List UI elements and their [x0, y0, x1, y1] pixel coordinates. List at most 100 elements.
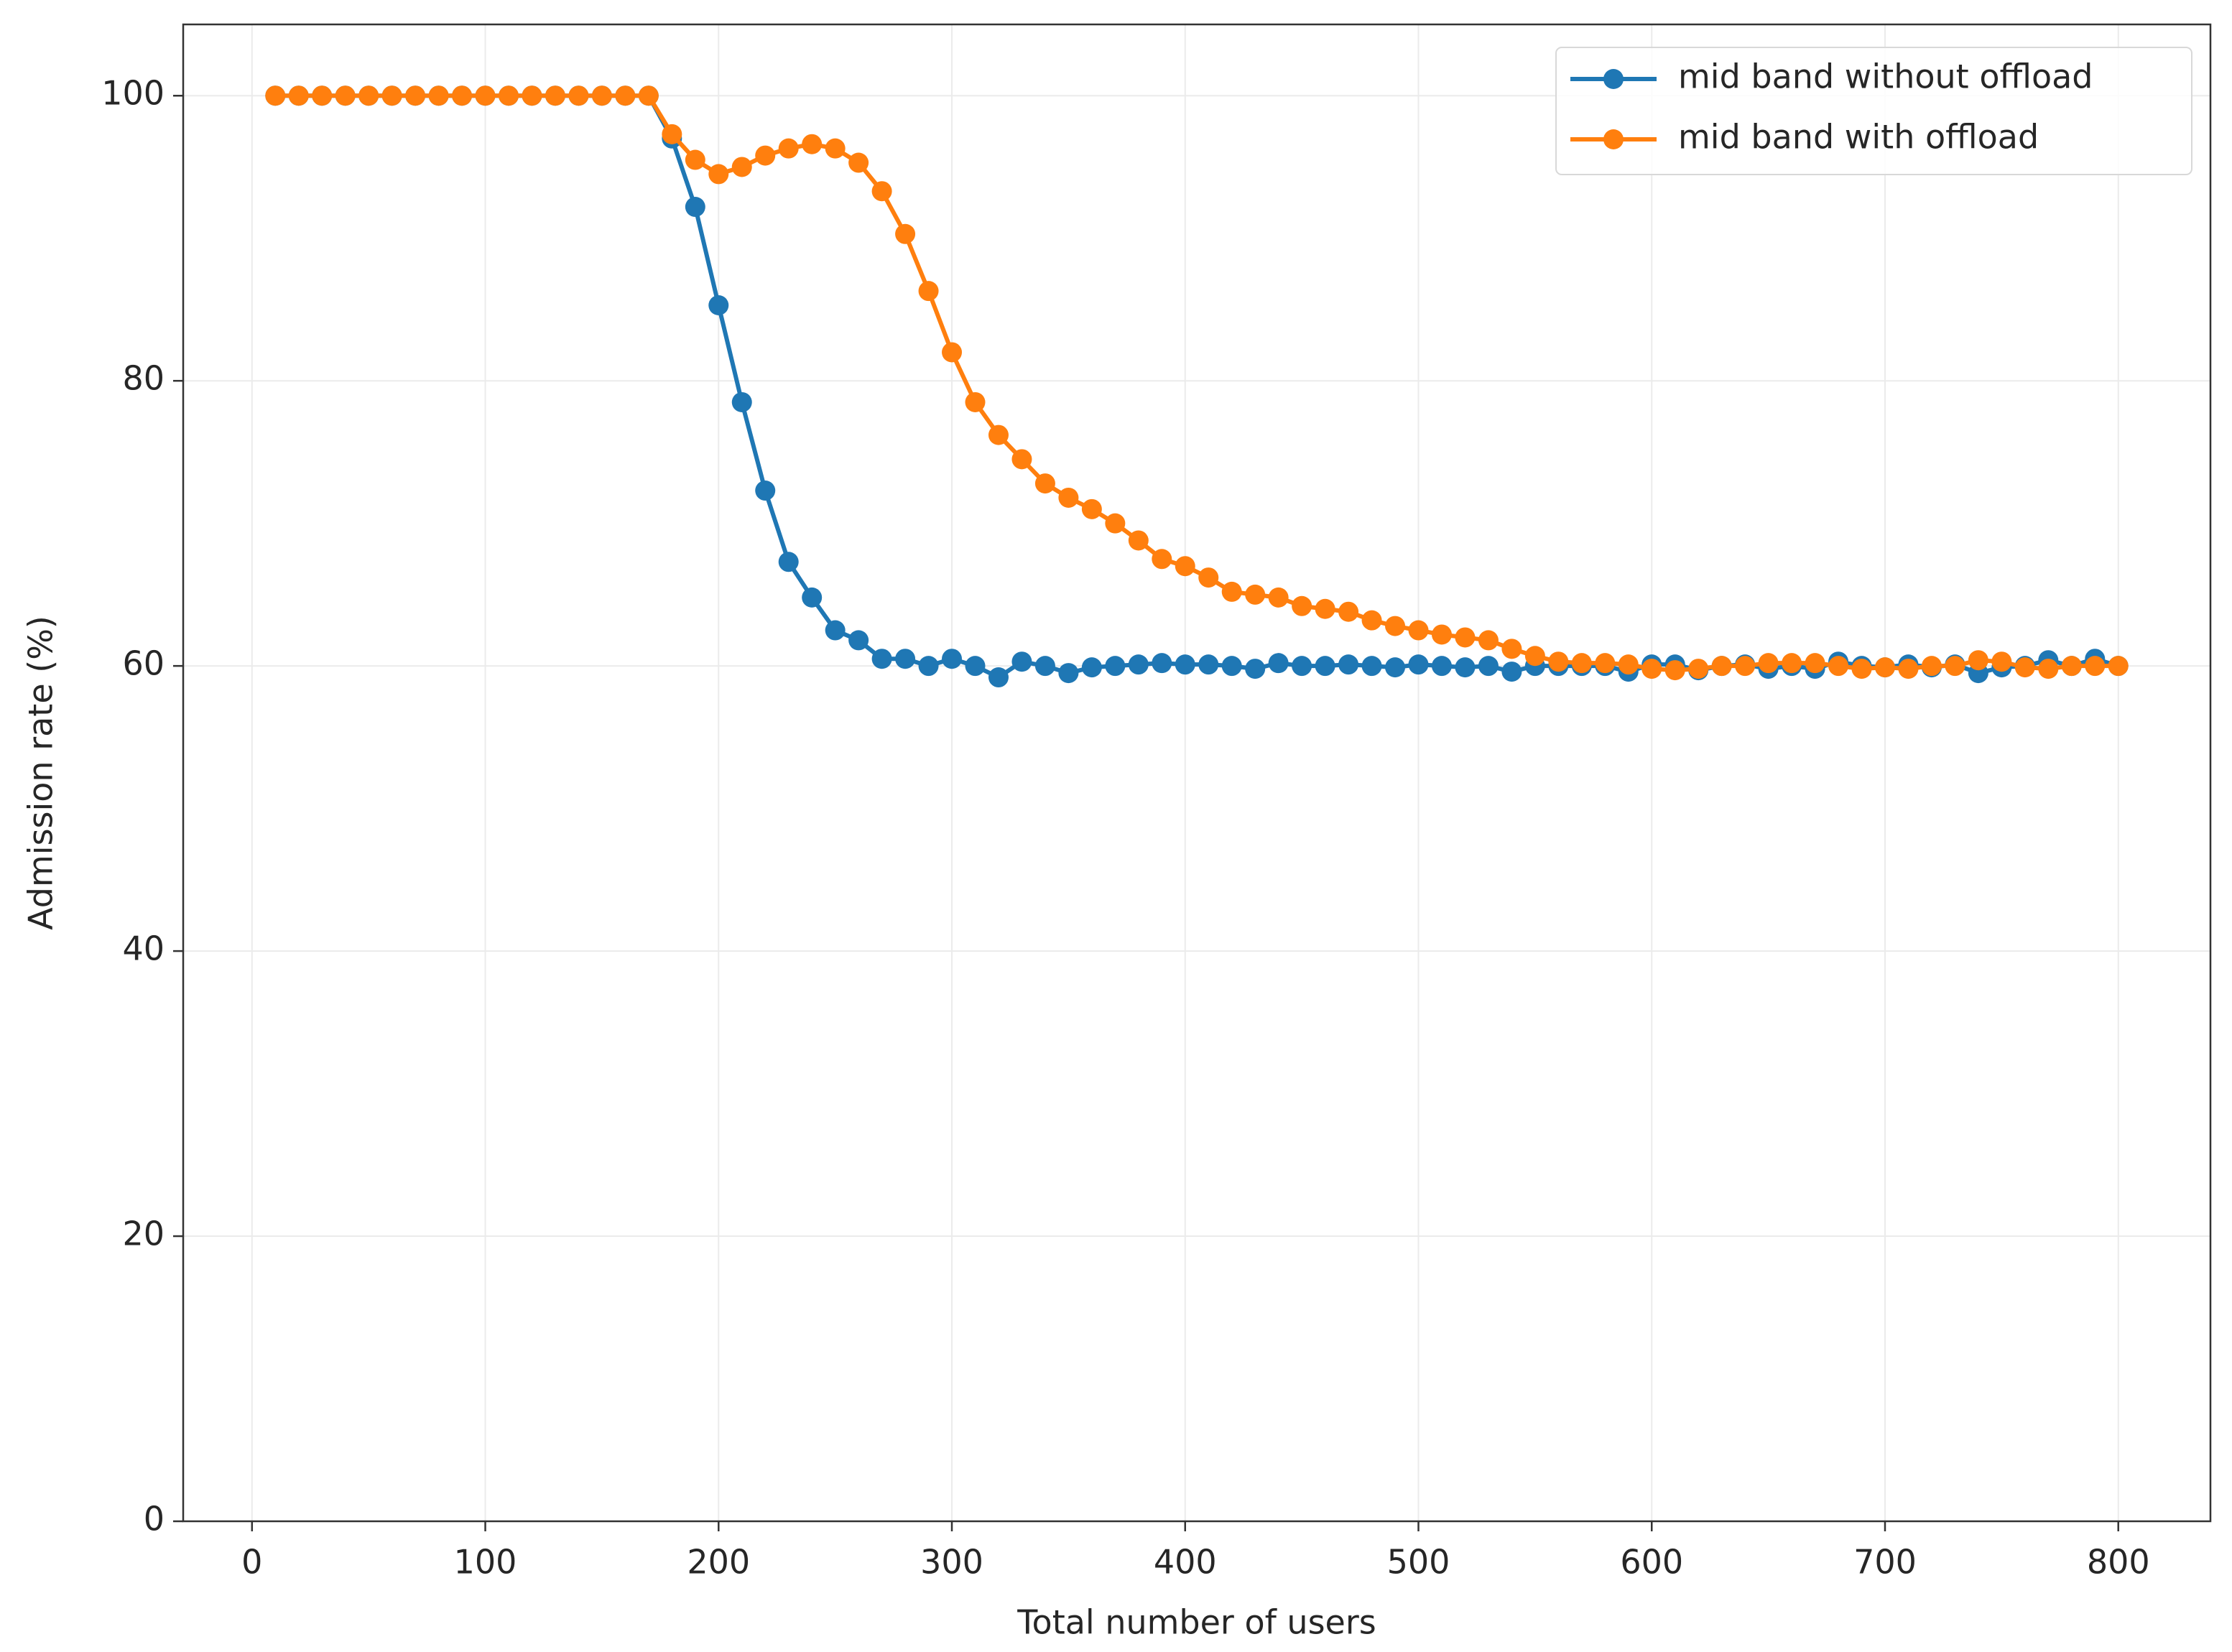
data-point — [568, 85, 589, 106]
data-point — [1851, 659, 1872, 679]
data-point — [895, 223, 916, 244]
data-point — [2085, 656, 2106, 677]
x-tick-label: 500 — [1387, 1543, 1450, 1582]
data-point — [988, 424, 1009, 445]
legend-label: mid band with offload — [1678, 118, 2039, 157]
plot-frame — [182, 23, 2212, 1523]
data-point — [1292, 595, 1312, 616]
data-point — [638, 85, 659, 106]
data-point — [1034, 656, 1055, 677]
y-tick-label: 20 — [122, 1215, 165, 1253]
data-point — [1292, 656, 1312, 677]
data-point — [871, 649, 892, 669]
data-point — [1152, 653, 1172, 674]
data-point — [848, 152, 869, 173]
x-tick-label: 300 — [920, 1543, 983, 1582]
data-point — [1361, 610, 1382, 631]
data-point — [288, 85, 309, 106]
data-point — [755, 145, 776, 166]
data-point — [1595, 653, 1616, 674]
data-point — [1338, 654, 1359, 675]
data-point — [1455, 657, 1476, 678]
data-point — [1501, 639, 1522, 659]
data-point — [1782, 653, 1802, 674]
data-point — [1152, 549, 1172, 570]
data-point — [1315, 598, 1335, 619]
data-point — [1524, 646, 1545, 667]
x-tick-label: 100 — [454, 1543, 517, 1582]
legend-box — [1555, 47, 2192, 175]
data-point — [1268, 587, 1289, 608]
data-point — [1408, 620, 1429, 641]
data-point — [1501, 662, 1522, 682]
data-point — [1245, 584, 1266, 605]
data-point — [1874, 657, 1895, 678]
data-point — [662, 124, 682, 144]
data-point — [1408, 654, 1429, 675]
data-point — [1081, 498, 1102, 519]
data-point — [708, 294, 729, 315]
data-point — [918, 656, 939, 677]
data-point — [1758, 653, 1779, 674]
data-point — [475, 85, 496, 106]
data-point — [1221, 656, 1242, 677]
data-point — [1034, 473, 1055, 494]
data-point — [405, 85, 426, 106]
data-point — [731, 157, 752, 177]
data-point — [1968, 650, 1988, 671]
data-point — [1711, 656, 1732, 677]
data-point — [1011, 651, 1032, 672]
x-axis-label: Total number of users — [1017, 1603, 1376, 1642]
data-point — [1478, 656, 1499, 677]
data-point — [1011, 449, 1032, 470]
data-point — [802, 587, 823, 608]
data-point — [825, 138, 846, 159]
data-point — [1361, 656, 1382, 677]
data-point — [1828, 656, 1849, 677]
data-point — [265, 85, 286, 106]
data-point — [1315, 656, 1335, 677]
data-point — [825, 620, 846, 641]
data-point — [1431, 624, 1452, 645]
data-point — [1268, 653, 1289, 674]
y-axis-label: Admission rate (%) — [22, 616, 60, 930]
data-point — [2108, 656, 2129, 677]
data-point — [381, 85, 402, 106]
data-point — [1385, 616, 1406, 636]
data-point — [591, 85, 612, 106]
data-point — [1198, 567, 1219, 588]
data-point — [522, 85, 542, 106]
data-point — [545, 85, 565, 106]
data-point — [708, 164, 729, 185]
data-point — [1338, 601, 1359, 622]
data-point — [848, 630, 869, 651]
data-point — [685, 149, 705, 170]
data-point — [871, 181, 892, 202]
data-point — [1478, 630, 1499, 651]
data-point — [2038, 659, 2059, 679]
data-point — [965, 656, 986, 677]
data-point — [1618, 654, 1639, 675]
data-point — [1128, 654, 1149, 675]
data-point — [802, 134, 823, 154]
data-point — [778, 138, 799, 159]
legend-marker — [1603, 69, 1624, 89]
data-point — [895, 649, 916, 669]
data-point — [1641, 659, 1662, 679]
data-point — [942, 342, 963, 363]
legend-marker — [1603, 129, 1624, 149]
data-point — [1105, 656, 1126, 677]
data-point — [1198, 654, 1219, 675]
data-point — [1058, 663, 1079, 684]
data-point — [1805, 653, 1825, 674]
data-point — [1105, 513, 1126, 534]
data-point — [1128, 530, 1149, 551]
data-point — [1921, 656, 1942, 677]
data-point — [358, 85, 379, 106]
legend-label: mid band without offload — [1678, 57, 2093, 96]
data-point — [1058, 487, 1079, 508]
data-point — [1735, 656, 1756, 677]
data-point — [731, 391, 752, 412]
